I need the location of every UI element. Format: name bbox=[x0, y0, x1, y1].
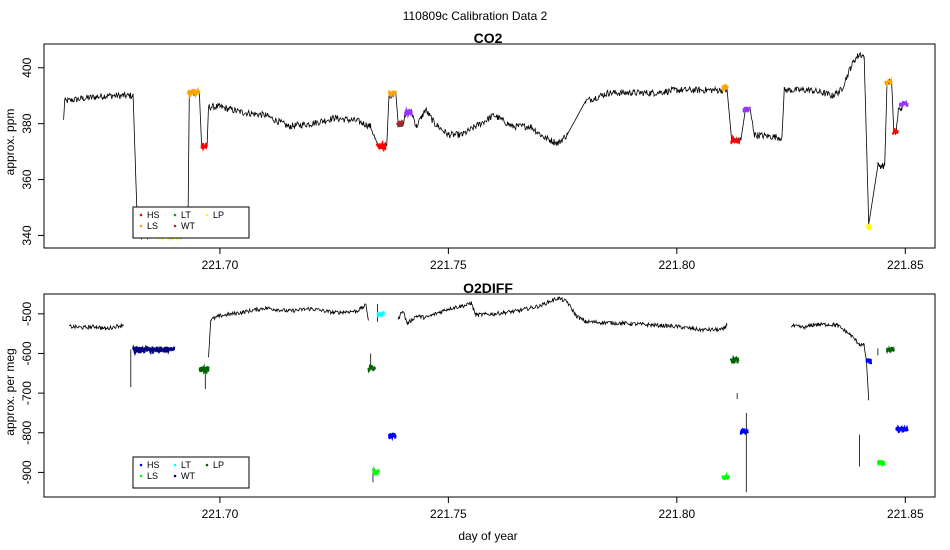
legend-marker bbox=[173, 463, 177, 467]
legend-marker bbox=[139, 224, 143, 228]
calibration-mark bbox=[721, 84, 729, 93]
calibration-mark bbox=[891, 128, 899, 135]
calibration-mark bbox=[367, 364, 376, 374]
calibration-mark bbox=[375, 139, 387, 153]
y-tick-label: -900 bbox=[20, 460, 34, 484]
calibration-mark bbox=[865, 358, 872, 365]
y-tick-label: 360 bbox=[20, 169, 34, 189]
x-tick-label: 221.75 bbox=[430, 258, 467, 272]
calibration-mark bbox=[198, 363, 210, 375]
legend-marker bbox=[139, 213, 143, 217]
x-tick-label: 221.80 bbox=[658, 507, 695, 521]
calibration-mark bbox=[895, 424, 909, 434]
legend-entry-label: LT bbox=[181, 460, 191, 470]
legend-marker bbox=[139, 463, 143, 467]
y-tick-label: 380 bbox=[20, 113, 34, 133]
legend-marker bbox=[173, 224, 177, 228]
y-tick-label: -600 bbox=[20, 341, 34, 365]
o2diff-panel: O2DIFF approx. per meg day of year 221.7… bbox=[3, 280, 936, 543]
calibration-mark bbox=[396, 118, 404, 129]
calibration-mark bbox=[876, 459, 886, 468]
y-tick-label: -700 bbox=[20, 381, 34, 405]
x-tick-label: 221.85 bbox=[887, 258, 924, 272]
plot-frame bbox=[43, 293, 936, 498]
calibration-mark bbox=[730, 134, 741, 145]
calibration-mark bbox=[372, 465, 380, 476]
y-tick-label: -800 bbox=[20, 420, 34, 444]
legend-entry-label: HS bbox=[147, 460, 160, 470]
legend-entry-label: WT bbox=[181, 221, 195, 231]
x-tick-label: 221.85 bbox=[887, 507, 924, 521]
plot-frame bbox=[43, 43, 936, 249]
series-line-segment bbox=[208, 303, 369, 358]
x-tick-label: 221.80 bbox=[658, 258, 695, 272]
calibration-mark bbox=[884, 76, 893, 87]
calibration-mark bbox=[388, 90, 397, 98]
o2diff-y-axis-label: approx. per meg bbox=[3, 348, 17, 435]
calibration-mark bbox=[376, 311, 386, 318]
co2-panel: CO2 approx. ppm 221.70 221.75 221.80 221.85… bbox=[3, 30, 936, 272]
legend-marker bbox=[139, 474, 143, 478]
x-tick-label: 221.70 bbox=[202, 507, 239, 521]
legend-entry-label: LS bbox=[147, 221, 158, 231]
legend-entry-label: LP bbox=[213, 210, 224, 220]
legend-entry-label: WT bbox=[181, 471, 195, 481]
co2-y-axis-label: approx. ppm bbox=[3, 109, 17, 176]
y-tick-label: -500 bbox=[20, 301, 34, 325]
legend-entry-label: HS bbox=[147, 210, 160, 220]
calibration-mark bbox=[739, 427, 749, 436]
series-line-segment bbox=[790, 321, 870, 401]
calibration-mark bbox=[729, 354, 740, 364]
calibration-mark bbox=[898, 99, 909, 108]
y-tick-label: 340 bbox=[20, 225, 34, 245]
calibration-mark bbox=[200, 142, 209, 152]
legend-box bbox=[132, 206, 250, 239]
calibration-mark bbox=[404, 106, 413, 119]
calibration-mark bbox=[865, 224, 872, 231]
legend-entry-label: LS bbox=[147, 471, 158, 481]
calibration-mark bbox=[186, 86, 201, 100]
y-tick-label: 400 bbox=[20, 57, 34, 77]
legend-box bbox=[132, 456, 250, 489]
calibration-mark bbox=[388, 432, 397, 442]
legend-marker bbox=[205, 463, 209, 467]
x-tick-label: 221.75 bbox=[430, 507, 467, 521]
calibration-mark bbox=[742, 106, 751, 113]
x-axis-label: day of year bbox=[458, 529, 517, 543]
x-tick-label: 221.70 bbox=[202, 258, 239, 272]
legend-marker bbox=[173, 213, 177, 217]
legend-entry-label: LT bbox=[181, 210, 191, 220]
o2diff-panel-title: O2DIFF bbox=[463, 280, 513, 296]
legend-marker bbox=[205, 213, 209, 217]
legend-marker bbox=[173, 474, 177, 478]
co2-panel-title: CO2 bbox=[474, 30, 503, 46]
series-line bbox=[68, 323, 124, 331]
calibration-mark bbox=[886, 345, 895, 354]
figure-title: 110809c Calibration Data 2 bbox=[403, 9, 548, 23]
calibration-mark bbox=[721, 471, 731, 481]
calibration-mark bbox=[132, 344, 176, 357]
legend-entry-label: LP bbox=[213, 460, 224, 470]
series-line-segment bbox=[397, 296, 728, 333]
